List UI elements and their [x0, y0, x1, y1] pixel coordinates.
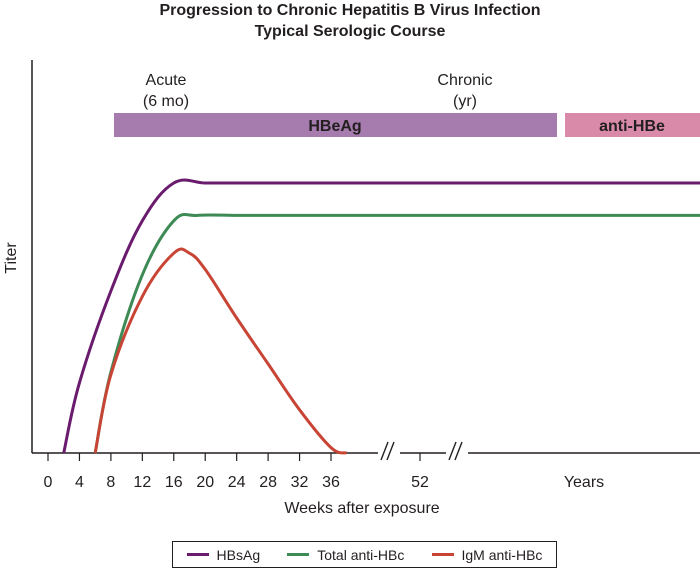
- legend-item: Total anti-HBc: [287, 547, 404, 563]
- series-line-total-anti-hbc: [93, 212, 700, 454]
- x-tick-label: 20: [196, 474, 214, 491]
- y-axis-label: Titer: [3, 242, 20, 274]
- chart-subtitle: Typical Serologic Course: [254, 23, 446, 40]
- legend-swatch: [186, 553, 209, 556]
- hbeag-bar-label: HBeAg: [308, 118, 361, 135]
- hbeag-bar: [114, 113, 557, 137]
- x-tick-label: 36: [322, 474, 340, 491]
- x-tick-label: 28: [259, 474, 277, 491]
- phase-sublabel-acute: (6 mo): [143, 93, 189, 110]
- legend-label: IgM anti-HBc: [461, 546, 543, 563]
- legend-swatch: [431, 553, 454, 556]
- x-axis-label: Weeks after exposure: [284, 500, 439, 517]
- phase-sublabel-chronic: (yr): [453, 93, 477, 110]
- x-tick-label: 12: [133, 474, 151, 491]
- series-line-igm-anti-hbc: [93, 247, 348, 455]
- x-tick-label: 0: [44, 474, 53, 491]
- x-tick-label: 16: [165, 474, 183, 491]
- axis-break-mark: [378, 440, 400, 461]
- axis-break-mark: [446, 440, 468, 461]
- phase-label-acute: Acute: [146, 72, 187, 89]
- series-line-hbsag: [62, 178, 700, 454]
- legend-swatch: [287, 553, 310, 556]
- legend: HBsAg Total anti-HBc IgM anti-HBc: [172, 541, 557, 568]
- legend-item: IgM anti-HBc: [431, 546, 543, 563]
- x-tick-label: 24: [228, 474, 246, 491]
- x-tick-label: 52: [411, 474, 429, 491]
- legend-label: HBsAg: [216, 546, 261, 563]
- anti-hbe-bar: [565, 113, 700, 137]
- x-tick-label: 4: [75, 474, 84, 491]
- x-tick-label: 32: [291, 474, 309, 491]
- phase-label-chronic: Chronic: [437, 72, 492, 89]
- legend-item: HBsAg: [186, 546, 261, 563]
- chart-title: Progression to Chronic Hepatitis B Virus…: [159, 2, 541, 19]
- legend-label: Total anti-HBc: [317, 546, 405, 563]
- x-tick-label: Years: [564, 474, 604, 491]
- anti-hbe-bar-label: anti-HBe: [599, 118, 665, 135]
- x-tick-label: 8: [106, 474, 115, 491]
